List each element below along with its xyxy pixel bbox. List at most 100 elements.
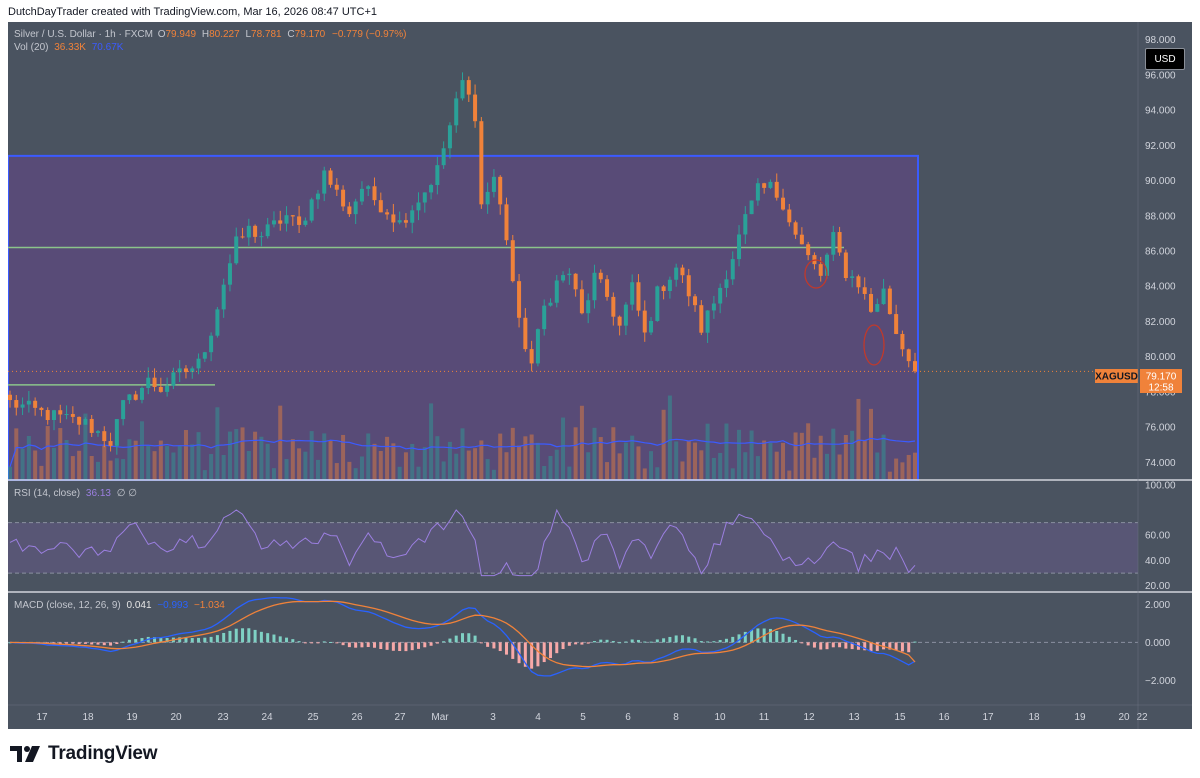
candle-body (183, 368, 188, 373)
candle-body (504, 204, 509, 241)
candle-body (334, 184, 339, 190)
macd-histogram-bar (209, 636, 213, 643)
candle-body (77, 416, 82, 425)
volume-bar (435, 436, 440, 480)
candle-body (894, 314, 899, 334)
time-tick-label: 8 (673, 712, 679, 723)
candle-body (315, 193, 320, 200)
volume-bar (77, 450, 82, 480)
macd-legend: MACD (close, 12, 26, 9) 0.041 −0.993 −1.… (14, 600, 225, 611)
macd-histogram-bar (159, 637, 163, 643)
time-tick-label: 19 (126, 712, 138, 723)
volume-bar (359, 456, 364, 480)
macd-histogram-bar (718, 640, 722, 643)
candle-body (429, 185, 434, 193)
macd-histogram-bar (869, 642, 873, 652)
candle-body (422, 192, 427, 203)
price-pane[interactable]: 74.00076.00078.00080.00082.00084.00086.0… (7, 29, 1182, 481)
candle-body (146, 377, 151, 388)
candle-body (70, 414, 75, 417)
candle-body (347, 206, 352, 215)
macd-histogram-bar (285, 637, 289, 643)
rsi-pane[interactable]: 100.00 60.00 40.00 20.00 RSI (14, close) 36… (8, 480, 1176, 592)
macd-histogram-bar (743, 631, 747, 643)
candle-body (353, 201, 358, 215)
time-tick-label: 18 (82, 712, 94, 723)
volume-bar (548, 455, 553, 480)
macd-histogram-bar (800, 642, 804, 644)
volume-bar (322, 433, 327, 480)
volume-bar (146, 445, 151, 480)
volume-bar (196, 432, 201, 480)
volume-bar (70, 456, 75, 480)
candle-body (762, 183, 767, 188)
volume-bar (209, 454, 214, 480)
volume-bar (8, 466, 12, 480)
chart-canvas[interactable]: 74.00076.00078.00080.00082.00084.00086.0… (7, 22, 1192, 729)
tradingview-footer[interactable]: TradingView (10, 742, 158, 766)
volume-bar (127, 439, 132, 480)
candle-body (667, 279, 672, 292)
candle-body (303, 220, 308, 225)
macd-histogram-bar (354, 642, 358, 648)
volume-bar (353, 468, 358, 480)
rsi-axis: 100.00 60.00 40.00 20.00 (1145, 480, 1176, 592)
candle-body (460, 80, 465, 99)
volume-bar (215, 407, 220, 480)
price-tick-label: 86.000 (1145, 247, 1176, 258)
volume-bar (391, 443, 396, 480)
macd-histogram-bar (850, 642, 854, 650)
currency-button[interactable]: USD (1145, 48, 1185, 70)
price-tick-label: 90.000 (1145, 176, 1176, 187)
volume-legend: Vol (20) 36.33K 70.67K (14, 42, 124, 53)
candle-body (259, 236, 264, 238)
macd-histogram-bar (668, 636, 672, 643)
volume-bar (768, 442, 773, 480)
time-tick-label: 26 (351, 712, 363, 723)
ticker-badge (1095, 369, 1138, 383)
time-axis[interactable]: 17 18 19 20 23 24 25 26 27 Mar 3 4 5 6 8 10 11 12 13 15 16 17… (36, 712, 1148, 723)
volume-bar (171, 452, 176, 480)
candle-body (755, 183, 760, 201)
candle-body (680, 267, 685, 276)
volume-bar (900, 462, 905, 480)
volume-bar (711, 457, 716, 480)
volume-bar (328, 440, 333, 480)
candle-body (510, 240, 515, 282)
candle-body (152, 377, 157, 388)
candle-body (64, 414, 69, 416)
macd-pane[interactable]: 2.000 0.000 −2.000 MACD (close, 12, 26, 9)… (8, 596, 1176, 687)
candle-body (466, 80, 471, 95)
macd-histogram-bar (756, 628, 760, 643)
candle-body (127, 394, 132, 401)
price-axis[interactable]: 74.00076.00078.00080.00082.00084.00086.0… (1145, 35, 1176, 469)
macd-histogram-bar (574, 642, 578, 645)
macd-histogram-bar (649, 641, 653, 643)
time-tick-label: 27 (394, 712, 406, 723)
candle-body (20, 404, 25, 408)
volume-bar (856, 398, 861, 480)
candle-body (454, 98, 459, 126)
range-box (7, 154, 919, 481)
price-tick-label: 92.000 (1145, 141, 1176, 152)
macd-histogram-bar (875, 642, 879, 651)
candle-body (774, 181, 779, 198)
candle-body (171, 372, 176, 386)
candle-body (806, 244, 811, 256)
volume-bar (737, 429, 742, 480)
volume-bar (309, 431, 314, 480)
macd-histogram-bar (819, 642, 823, 650)
candle-body (290, 215, 295, 217)
macd-histogram-bar (699, 641, 703, 643)
volume-bar (33, 450, 38, 480)
macd-histogram-bar (498, 642, 502, 652)
macd-histogram-bar (894, 642, 898, 651)
candle-body (793, 222, 798, 235)
legend-symbol: Silver / U.S. Dollar · 1h · FXCM (14, 29, 153, 40)
volume-bar (875, 452, 880, 480)
candle-body (102, 431, 107, 442)
volume-bar (799, 432, 804, 480)
volume-bar (693, 442, 698, 480)
time-tick-label: Mar (431, 712, 449, 723)
candle-body (787, 209, 792, 223)
